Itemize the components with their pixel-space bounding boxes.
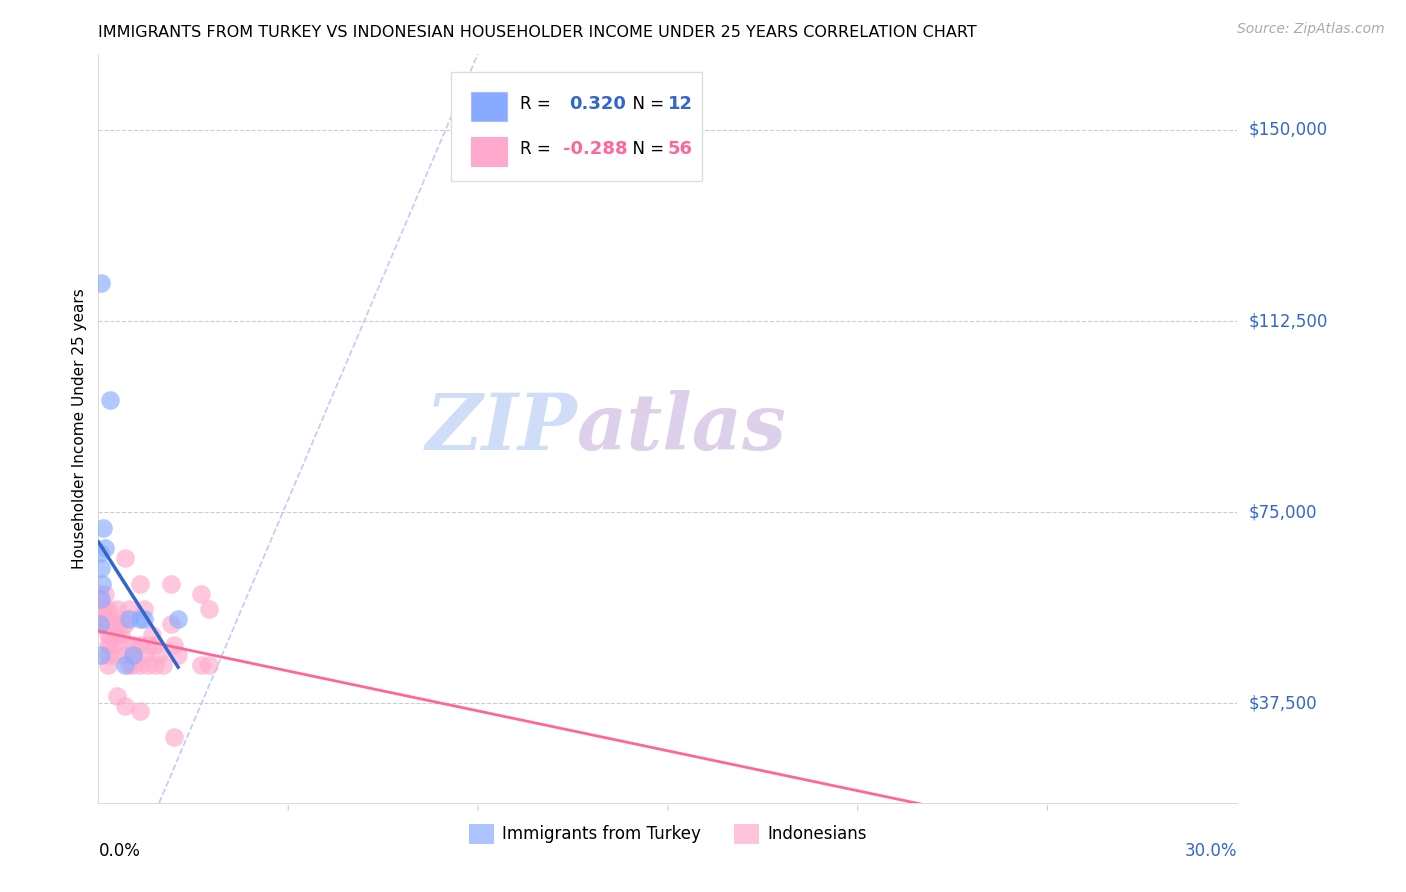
Legend: Immigrants from Turkey, Indonesians: Immigrants from Turkey, Indonesians — [463, 817, 873, 851]
Point — [132, 648, 155, 662]
Point — [89, 602, 111, 616]
Point — [145, 658, 167, 673]
Text: 0.320: 0.320 — [569, 95, 626, 113]
Text: R =: R = — [520, 95, 561, 113]
Point — [121, 648, 143, 662]
Point — [110, 612, 132, 626]
Text: N =: N = — [623, 95, 669, 113]
Point — [163, 730, 186, 744]
Text: 0.0%: 0.0% — [98, 842, 141, 860]
Point — [121, 648, 143, 662]
Point — [107, 602, 129, 616]
Point — [89, 587, 111, 601]
Point — [107, 689, 129, 703]
Text: IMMIGRANTS FROM TURKEY VS INDONESIAN HOUSEHOLDER INCOME UNDER 25 YEARS CORRELATI: IMMIGRANTS FROM TURKEY VS INDONESIAN HOU… — [98, 25, 977, 40]
Point — [89, 546, 111, 560]
Point — [90, 648, 112, 662]
Point — [114, 658, 136, 673]
Point — [190, 587, 212, 601]
Point — [145, 638, 167, 652]
Point — [129, 612, 152, 626]
Point — [118, 612, 141, 626]
Point — [129, 658, 152, 673]
Point — [94, 587, 117, 601]
Point — [141, 627, 163, 641]
Point — [148, 648, 170, 662]
Point — [121, 658, 143, 673]
Point — [129, 638, 152, 652]
Y-axis label: Householder Income Under 25 years: Householder Income Under 25 years — [72, 288, 87, 568]
Point — [97, 648, 120, 662]
Point — [132, 612, 155, 626]
Text: ZIP: ZIP — [425, 390, 576, 467]
FancyBboxPatch shape — [451, 72, 702, 181]
Point — [97, 617, 120, 632]
Text: R =: R = — [520, 140, 555, 159]
Text: $75,000: $75,000 — [1249, 503, 1317, 521]
Point — [167, 648, 190, 662]
Point — [197, 658, 219, 673]
Point — [114, 551, 136, 566]
Text: $112,500: $112,500 — [1249, 312, 1327, 330]
Point — [97, 627, 120, 641]
Point — [98, 638, 121, 652]
Text: $150,000: $150,000 — [1249, 121, 1327, 139]
Point — [118, 638, 141, 652]
Text: 12: 12 — [668, 95, 693, 113]
Point — [114, 698, 136, 713]
Point — [129, 704, 152, 718]
Point — [132, 602, 155, 616]
Point — [90, 617, 112, 632]
Point — [91, 576, 114, 591]
Point — [103, 627, 125, 641]
Point — [103, 638, 125, 652]
Bar — [471, 93, 508, 121]
Point — [121, 638, 143, 652]
Point — [103, 648, 125, 662]
Point — [97, 638, 120, 652]
Text: -0.288: -0.288 — [562, 140, 627, 159]
Point — [136, 658, 159, 673]
Point — [114, 617, 136, 632]
Point — [107, 617, 129, 632]
Point — [98, 393, 121, 408]
Point — [90, 276, 112, 290]
Point — [90, 591, 112, 606]
Point — [163, 638, 186, 652]
Point — [94, 617, 117, 632]
Point — [94, 602, 117, 616]
Point — [98, 617, 121, 632]
Bar — [471, 137, 508, 166]
Point — [159, 576, 181, 591]
Text: atlas: atlas — [576, 390, 786, 467]
Point — [90, 561, 112, 575]
Point — [90, 602, 112, 616]
Text: 30.0%: 30.0% — [1185, 842, 1237, 860]
Point — [91, 520, 114, 534]
Text: Source: ZipAtlas.com: Source: ZipAtlas.com — [1237, 22, 1385, 37]
Point — [129, 576, 152, 591]
Point — [114, 648, 136, 662]
Text: N =: N = — [623, 140, 669, 159]
Point — [89, 617, 111, 632]
Point — [152, 658, 174, 673]
Point — [98, 627, 121, 641]
Point — [97, 658, 120, 673]
Point — [190, 658, 212, 673]
Point — [107, 627, 129, 641]
Point — [110, 627, 132, 641]
Point — [97, 602, 120, 616]
Point — [118, 658, 141, 673]
Point — [118, 602, 141, 616]
Point — [94, 541, 117, 555]
Point — [197, 602, 219, 616]
Point — [167, 612, 190, 626]
Text: $37,500: $37,500 — [1249, 694, 1317, 713]
Point — [159, 617, 181, 632]
Text: 56: 56 — [668, 140, 693, 159]
Point — [136, 638, 159, 652]
